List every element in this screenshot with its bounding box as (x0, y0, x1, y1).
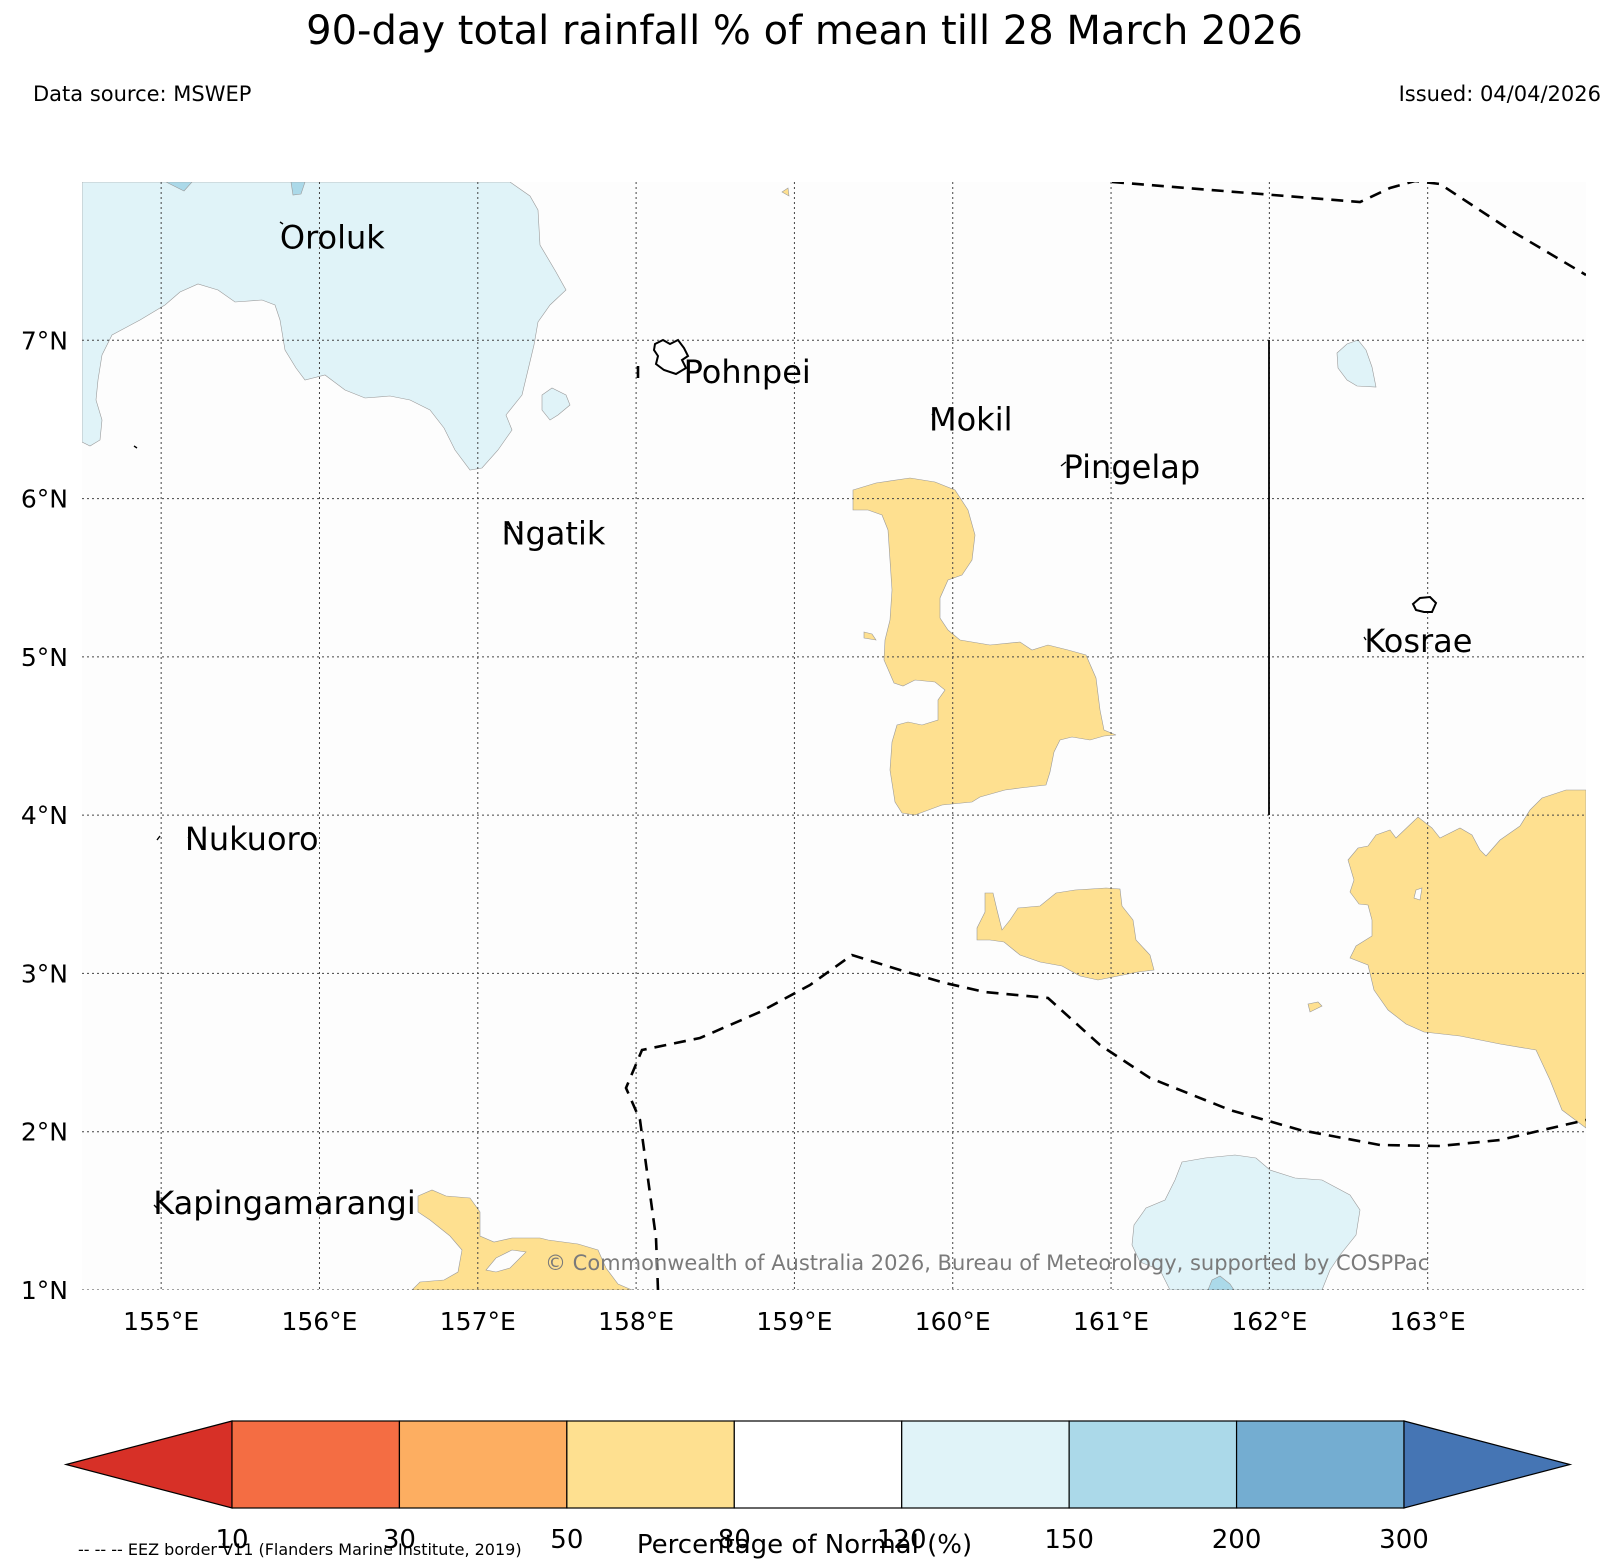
data-source-label: Data source: MSWEP (33, 82, 252, 106)
wet-region-southeast (1131, 1154, 1361, 1290)
colorbar-segment (901, 1420, 1070, 1509)
wet-spot-150-200 (290, 182, 306, 196)
colorbar-tick-label: 120 (877, 1525, 927, 1555)
colorbar-extend-low (63, 1420, 233, 1509)
colorbar-tick-label: 150 (1044, 1525, 1094, 1555)
latitude-tick-label: 6°N (21, 485, 68, 514)
wet-region-northwest (82, 182, 567, 471)
longitude-tick-label: 157°E (440, 1307, 516, 1336)
latitude-tick-label: 3°N (21, 959, 68, 988)
longitude-tick-label: 160°E (915, 1307, 991, 1336)
place-labels: Oroluk Pohnpei Mokil Pingelap Ngatik Kosrae Nu… (153, 218, 1472, 1222)
kosrae-island-outline (1411, 595, 1438, 613)
latitude-tick-labels: 1°N 2°N 3°N 4°N 5°N 6°N 7°N (21, 326, 68, 1305)
colorbar-tick-label: 300 (1379, 1525, 1429, 1555)
longitude-tick-label: 158°E (598, 1307, 674, 1336)
issued-date-label: Issued: 04/04/2026 (1398, 82, 1601, 106)
island-marker-kapingamarangi (153, 1204, 158, 1209)
place-label-mokil: Mokil (929, 400, 1013, 438)
colorbar (63, 1420, 1573, 1509)
island-marker-speck (133, 445, 138, 449)
place-label-pingelap: Pingelap (1064, 448, 1201, 486)
island-marker-ngatik (504, 525, 511, 530)
eez-legend-note: -- -- -- EEZ border V11 (Flanders Marine… (78, 1540, 522, 1559)
latitude-tick-label: 1°N (21, 1276, 68, 1305)
wet-spot-150-200 (1207, 1275, 1235, 1290)
eez-border-north (1111, 182, 1586, 277)
dry-hole (485, 1249, 527, 1273)
gridlines (82, 182, 1586, 1290)
longitude-tick-label: 163°E (1390, 1307, 1466, 1336)
wet-spot-150-200 (165, 182, 193, 192)
dry-region-east (1347, 789, 1586, 1129)
place-label-kapingamarangi: Kapingamarangi (153, 1184, 415, 1222)
island-marker-nukuoro (156, 835, 161, 841)
colorbar-segment (1235, 1420, 1405, 1509)
island-marker-pingelap (1060, 461, 1067, 467)
colorbar-segment (733, 1420, 903, 1509)
wet-island-patch (541, 387, 571, 421)
eez-border-south (624, 953, 1586, 1290)
colorbar-segment (566, 1420, 735, 1509)
colorbar-tick-label: 30 (383, 1525, 416, 1555)
longitude-tick-label: 156°E (281, 1307, 357, 1336)
latitude-tick-label: 2°N (21, 1118, 68, 1147)
place-label-ngatik: Ngatik (502, 514, 606, 552)
colorbar-tick-labels: 10 30 50 80 120 150 200 300 (215, 1525, 1428, 1555)
dry-region-south-central (976, 887, 1155, 981)
map-area (82, 182, 1586, 1290)
latitude-tick-label: 4°N (21, 801, 68, 830)
place-label-kosrae: Kosrae (1364, 622, 1472, 660)
island-marker-kosrae (1363, 636, 1367, 641)
copyright-text: © Commonwealth of Australia 2026, Bureau… (545, 1251, 1429, 1275)
pohnpei-island-outline (652, 338, 690, 376)
latitude-tick-label: 5°N (21, 643, 68, 672)
dry-speck (781, 187, 790, 197)
island-marker-ngatik (516, 525, 520, 530)
colorbar-label: Percentage of Normal (%) (636, 1530, 973, 1560)
colorbar-extend-high (1403, 1420, 1573, 1509)
island-marker-nukuoro (187, 836, 192, 840)
place-label-nukuoro: Nukuoro (185, 820, 319, 858)
island-marker-mokil (931, 413, 935, 417)
longitude-tick-label: 162°E (1231, 1307, 1307, 1336)
place-label-oroluk: Oroluk (280, 218, 385, 256)
dry-speck (1307, 1001, 1323, 1013)
place-label-pohnpei: Pohnpei (684, 353, 811, 391)
colorbar-segment (398, 1420, 568, 1509)
dry-speck (863, 631, 877, 641)
dry-hole (1413, 887, 1423, 901)
eez-borders (624, 182, 1586, 1290)
colorbar-segment (1068, 1420, 1238, 1509)
dry-region-central (852, 477, 1117, 816)
longitude-tick-labels: 155°E 156°E 157°E 158°E 159°E 160°E 161°E 162°E… (123, 1307, 1466, 1336)
colorbar-tick-label: 50 (550, 1525, 583, 1555)
colorbar-tick-label: 200 (1212, 1525, 1262, 1555)
colorbar-tick-label: 10 (215, 1525, 248, 1555)
longitude-tick-label: 159°E (756, 1307, 832, 1336)
dry-region-southwest (411, 1189, 633, 1290)
map-title: 90-day total rainfall % of mean till 28 … (306, 8, 1303, 54)
wet-patch-east (1336, 339, 1377, 388)
colorbar-tick-label: 80 (718, 1525, 751, 1555)
colorbar-segment (231, 1420, 401, 1509)
longitude-tick-label: 161°E (1073, 1307, 1149, 1336)
latitude-tick-label: 7°N (21, 326, 68, 355)
longitude-tick-label: 155°E (123, 1307, 199, 1336)
island-marker-oroluk (279, 221, 284, 225)
island-markers (133, 221, 1367, 1209)
